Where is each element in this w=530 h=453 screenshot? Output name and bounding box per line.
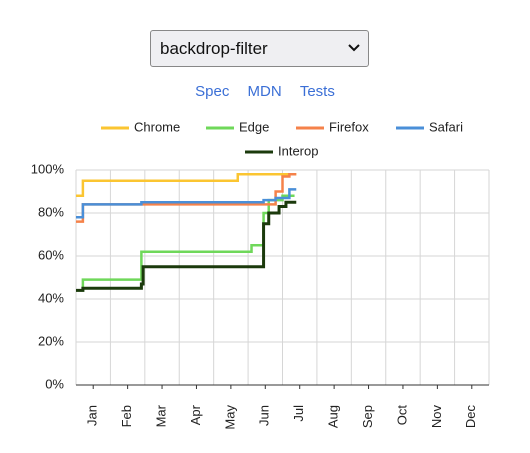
x-tick-label: Apr: [188, 404, 203, 425]
y-tick-label: 0%: [45, 376, 64, 391]
series-line: [76, 200, 297, 292]
legend-label: Interop: [278, 143, 318, 158]
links: Spec MDN Tests: [0, 83, 530, 100]
x-tick-label: Nov: [429, 405, 444, 429]
y-tick-label: 20%: [38, 333, 64, 348]
series-line: [76, 173, 297, 198]
legend-label: Edge: [239, 119, 269, 134]
x-tick-label: Feb: [119, 405, 134, 427]
x-tick-label: Sep: [360, 405, 375, 428]
link[interactable]: Tests: [299, 83, 335, 100]
x-tick-label: Jun: [257, 405, 272, 426]
link[interactable]: Spec: [195, 83, 230, 100]
series-line: [76, 194, 295, 292]
y-tick-label: 40%: [38, 290, 64, 305]
link[interactable]: MDN: [247, 83, 282, 100]
x-tick-label: Jul: [291, 405, 306, 422]
legend-label: Firefox: [329, 119, 369, 134]
legend-label: Chrome: [134, 119, 180, 134]
y-tick-label: 100%: [31, 161, 65, 176]
x-tick-label: Oct: [394, 405, 409, 426]
select-text: backdrop-filter: [160, 39, 268, 58]
y-tick-label: 60%: [38, 247, 64, 262]
x-tick-label: Jan: [85, 405, 100, 426]
series-line: [76, 188, 297, 219]
y-tick-label: 80%: [38, 204, 64, 219]
x-tick-label: Aug: [326, 405, 341, 428]
x-tick-label: Dec: [463, 405, 478, 429]
chevron: [348, 44, 360, 52]
legend-label: Safari: [429, 119, 463, 134]
x-tick-label: May: [222, 405, 237, 430]
feature-select[interactable]: backdrop-filter: [150, 30, 369, 67]
x-tick-label: Mar: [153, 404, 168, 427]
